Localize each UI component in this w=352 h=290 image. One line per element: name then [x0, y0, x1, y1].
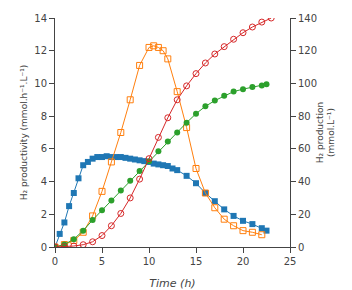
svg-text:60: 60 [298, 143, 311, 154]
svg-text:12: 12 [34, 45, 47, 56]
svg-text:H₂ production(mmol.L⁻¹): H₂ production(mmol.L⁻¹) [315, 102, 337, 164]
svg-text:40: 40 [298, 176, 311, 187]
svg-text:4: 4 [41, 176, 47, 187]
svg-text:15: 15 [190, 256, 203, 267]
svg-text:H₂ productivity (mmol.h⁻¹.L⁻¹): H₂ productivity (mmol.h⁻¹.L⁻¹) [19, 65, 29, 201]
svg-text:6: 6 [41, 143, 47, 154]
svg-text:80: 80 [298, 111, 311, 122]
svg-text:25: 25 [284, 256, 297, 267]
svg-text:100: 100 [298, 78, 317, 89]
svg-text:Time (h): Time (h) [149, 277, 195, 290]
svg-text:5: 5 [99, 256, 105, 267]
svg-text:140: 140 [298, 13, 317, 24]
svg-text:10: 10 [143, 256, 156, 267]
svg-text:0: 0 [298, 242, 304, 253]
svg-text:20: 20 [298, 209, 311, 220]
svg-text:8: 8 [41, 111, 47, 122]
svg-text:0: 0 [41, 242, 47, 253]
svg-text:10: 10 [34, 78, 47, 89]
svg-text:20: 20 [237, 256, 250, 267]
svg-text:0: 0 [52, 256, 58, 267]
svg-text:120: 120 [298, 45, 317, 56]
svg-text:2: 2 [41, 209, 47, 220]
svg-text:14: 14 [34, 13, 47, 24]
